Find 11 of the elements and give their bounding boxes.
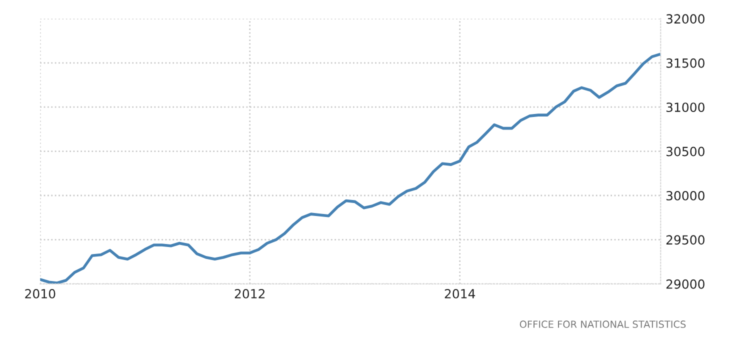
y-tick-label: 29000 bbox=[666, 279, 704, 289]
x-tick-label: 2012 bbox=[234, 288, 265, 298]
x-tick-label: 2010 bbox=[25, 288, 56, 298]
y-tick-label: 29500 bbox=[666, 235, 704, 245]
y-tick-label: 31000 bbox=[666, 102, 704, 112]
text: OFFICE FOR NATIONAL STATISTICS bbox=[520, 320, 686, 328]
y-tick-label: 32000 bbox=[666, 14, 704, 24]
y-tick-label: 30500 bbox=[666, 146, 704, 156]
x-tick-label: 2014 bbox=[444, 288, 476, 298]
y-tick-label: 30000 bbox=[666, 190, 704, 200]
y-tick-label: 31500 bbox=[666, 58, 704, 68]
